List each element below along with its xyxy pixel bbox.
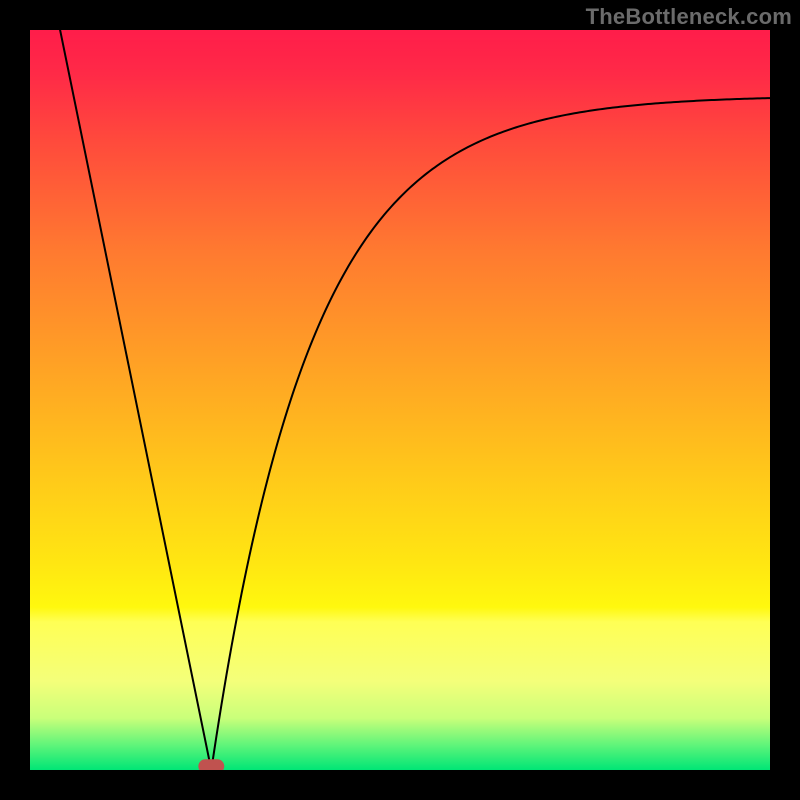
frame-right — [770, 0, 800, 800]
frame-bottom — [0, 770, 800, 800]
chart-container: TheBottleneck.com — [0, 0, 800, 800]
bottleneck-chart — [0, 0, 800, 800]
frame-left — [0, 0, 30, 800]
watermark-text: TheBottleneck.com — [586, 4, 792, 30]
gradient-background — [30, 30, 770, 770]
